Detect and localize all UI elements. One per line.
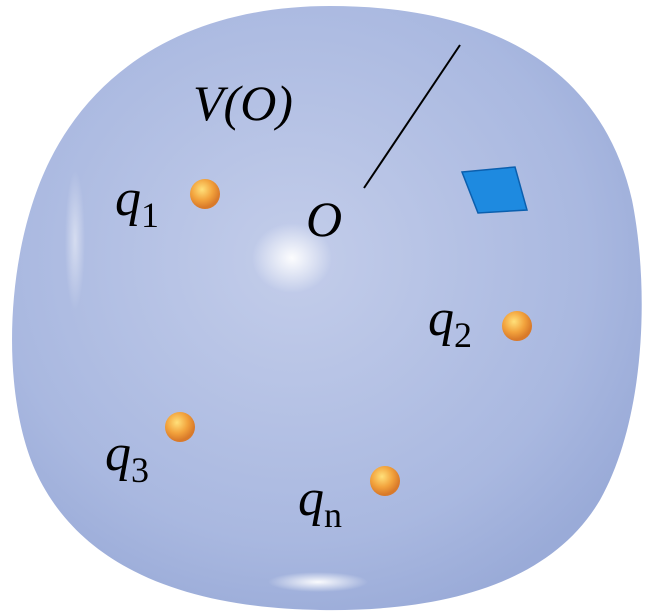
charge-symbol: q <box>105 425 131 482</box>
charge <box>502 311 532 341</box>
charge-symbol: q <box>428 290 454 347</box>
charge-subscript: 3 <box>131 450 149 490</box>
charge <box>190 179 220 209</box>
highlight <box>268 572 368 592</box>
charge-symbol: q <box>115 170 141 227</box>
origin-label: O <box>306 191 342 247</box>
diagram: V(O) O q1 q2 q3 qn <box>0 0 648 616</box>
charge-subscript: n <box>324 495 342 535</box>
highlight <box>65 170 85 310</box>
charge-subscript: 2 <box>454 315 472 355</box>
charge <box>370 466 400 496</box>
volume-label: V(O) <box>193 75 293 131</box>
charge-symbol: q <box>298 470 324 527</box>
charge <box>165 412 195 442</box>
charge-subscript: 1 <box>141 195 159 235</box>
